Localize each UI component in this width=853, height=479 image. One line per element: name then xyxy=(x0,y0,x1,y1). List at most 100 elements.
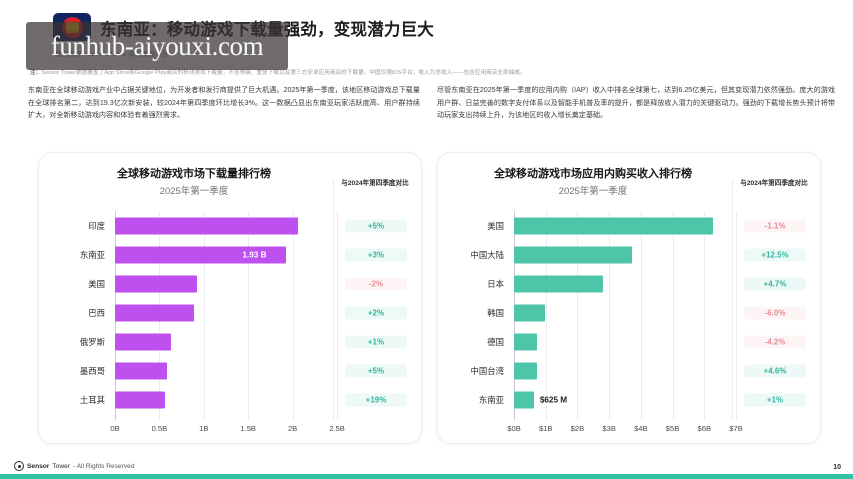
bar xyxy=(115,362,167,379)
bar xyxy=(514,362,538,379)
x-axis-tick: $7B xyxy=(729,424,743,433)
chart-bar-row: 美国 -1.1% xyxy=(438,211,820,240)
footer-brand-name: Sensor xyxy=(27,462,50,470)
bar-category-label: 俄罗斯 xyxy=(79,336,105,347)
delta-value: +4.6% xyxy=(744,364,806,377)
chart-bar-row: 中国台湾 +4.6% xyxy=(438,356,820,385)
footnote-label: 注： xyxy=(30,70,42,76)
chart-bar-row: 墨西哥 +5% xyxy=(39,356,421,385)
x-axis-tick: $6B xyxy=(697,424,712,433)
bar xyxy=(115,333,171,350)
bar-category-label: 韩国 xyxy=(487,307,504,318)
slide-footer: Sensor Tower - All Rights Reserved 10 xyxy=(0,453,853,479)
bar-category-label: 德国 xyxy=(487,336,504,347)
x-axis-tick: $1B xyxy=(538,424,553,433)
bar-category-label: 印度 xyxy=(88,220,105,231)
chart-subtitle: 2025年第一季度 xyxy=(558,186,628,197)
delta-value: +19% xyxy=(345,393,407,406)
bar-value-label: $625 M xyxy=(539,395,568,404)
grid-line xyxy=(545,211,547,420)
bar-value-label: 1.93 B xyxy=(242,250,267,259)
footnote-text: Sensor Tower数据覆盖了App Store和Google Play商店… xyxy=(41,70,526,76)
bar xyxy=(514,304,546,321)
grid-line xyxy=(609,211,611,420)
chart-bar-row: 美国 -2% xyxy=(39,269,421,298)
footnote-line: 注：Sensor Tower数据覆盖了App Store和Google Play… xyxy=(30,68,526,76)
grid-line xyxy=(736,211,737,420)
delta-value: +5% xyxy=(345,219,407,232)
grid-line xyxy=(292,211,294,420)
chart-bar-row: 东南亚 $625 M +1% xyxy=(438,385,820,414)
bar-category-label: 墨西哥 xyxy=(79,365,105,376)
bar xyxy=(115,246,287,263)
x-axis-tick: 1B xyxy=(199,424,209,433)
delta-value: -2% xyxy=(345,277,407,290)
paragraph-left: 东南亚在全球移动游戏产业中占据关键地位，为开发者和发行商提供了巨大机遇。2025… xyxy=(28,86,420,120)
bar-category-label: 土耳其 xyxy=(79,394,105,405)
delta-value: +1% xyxy=(744,393,806,406)
chart-bar-row: 印度 +5% xyxy=(39,211,421,240)
sensor-tower-logo-icon xyxy=(14,461,24,471)
bar xyxy=(115,304,195,321)
watermark-text: funhub-aiyouxi.com xyxy=(50,30,264,61)
chart-title: 全球移动游戏市场下载量排行榜 xyxy=(117,168,271,180)
x-axis-tick: $0B xyxy=(507,424,521,433)
delta-value: +3% xyxy=(345,248,407,261)
chart-plot-area: 美国 -1.1% 中国大陆 +12.5% 日本 +4.7% 韩国 -6.0% 德国 -4.2% 中国… xyxy=(438,179,820,443)
delta-value: -6.0% xyxy=(744,306,806,319)
chart-subtitle: 2025年第一季度 xyxy=(159,186,229,197)
chart-bar-row: 俄罗斯 +1% xyxy=(39,327,421,356)
grid-line xyxy=(704,211,706,420)
bar xyxy=(514,246,633,263)
delta-value: -1.1% xyxy=(744,219,806,232)
chart-plot-area: 印度 +5% 东南亚 1.93 B +3% 美国 -2% 巴西 +2% 俄罗斯 +1% 墨西哥 +5% 土… xyxy=(39,179,421,443)
delta-value: -4.2% xyxy=(744,335,806,348)
delta-column-header: 与2024年第四季度对比 xyxy=(341,180,409,187)
delta-value: +1% xyxy=(345,335,407,348)
bar-category-label: 美国 xyxy=(88,278,105,289)
chart-bar-row: 巴西 +2% xyxy=(39,298,421,327)
bar-category-label: 中国台湾 xyxy=(470,365,505,376)
bar xyxy=(115,391,165,408)
bar xyxy=(514,275,604,292)
chart-bar-row: 东南亚 1.93 B +3% xyxy=(39,240,421,269)
grid-line xyxy=(248,211,250,420)
x-axis-tick: $2B xyxy=(570,424,585,433)
chart-card-iap-revenue: 全球移动游戏市场应用内购买收入排行榜 2025年第一季度 与2024年第四季度对… xyxy=(437,152,821,444)
paragraph-right: 尽管东南亚在2025年第一季度的应用内购（IAP）收入中排名全球第七，达到6.2… xyxy=(437,86,835,120)
x-axis-tick: 2.5B xyxy=(329,424,345,433)
chart-bar-row: 土耳其 +19% xyxy=(39,385,421,414)
footer-rights: - All Rights Reserved xyxy=(72,462,135,470)
chart-bar-row: 德国 -4.2% xyxy=(438,327,820,356)
delta-value: +12.5% xyxy=(744,248,806,261)
grid-line xyxy=(337,211,338,420)
x-axis-tick: 1.5B xyxy=(240,424,256,433)
footer-brand-suffix: Tower xyxy=(52,462,70,470)
grid-line xyxy=(203,211,205,420)
x-axis-tick: 0B xyxy=(110,424,120,433)
bar xyxy=(115,275,197,292)
bar xyxy=(115,217,298,234)
bar-category-label: 巴西 xyxy=(88,307,105,318)
bar-category-label: 中国大陆 xyxy=(470,249,505,260)
bar xyxy=(514,333,538,350)
chart-bar-row: 日本 +4.7% xyxy=(438,269,820,298)
chart-bar-row: 中国大陆 +12.5% xyxy=(438,240,820,269)
x-axis-tick: 0.5B xyxy=(151,424,168,433)
x-axis-tick: 2B xyxy=(287,424,298,433)
bar-category-label: 东南亚 xyxy=(478,394,504,405)
bar-category-label: 东南亚 xyxy=(79,249,105,260)
x-axis-tick: $3B xyxy=(602,424,616,433)
page-number: 10 xyxy=(833,464,841,471)
chart-title: 全球移动游戏市场应用内购买收入排行榜 xyxy=(494,168,692,180)
delta-column-divider xyxy=(333,179,334,420)
bar xyxy=(514,217,714,234)
bar-category-label: 美国 xyxy=(487,220,504,231)
chart-bar-row: 韩国 -6.0% xyxy=(438,298,820,327)
x-axis-tick: $5B xyxy=(665,424,680,433)
delta-value: +5% xyxy=(345,364,407,377)
delta-column-header: 与2024年第四季度对比 xyxy=(740,180,808,187)
watermark-overlay: funhub-aiyouxi.com xyxy=(26,22,288,70)
bar xyxy=(514,391,534,408)
